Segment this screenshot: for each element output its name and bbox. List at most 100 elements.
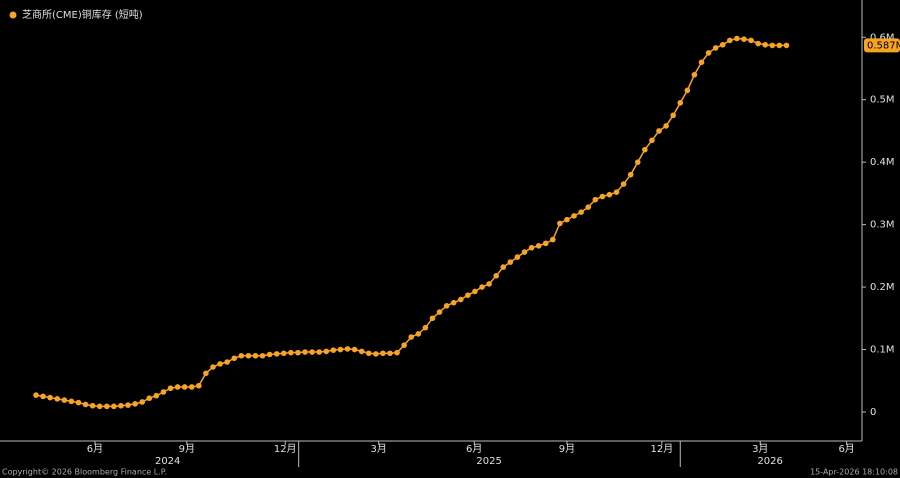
point [783,42,790,49]
point [599,193,606,200]
legend-label: 芝商所(CME)铜库存 (短吨) [22,8,143,21]
point [373,351,379,357]
point [479,284,485,290]
point [542,240,549,247]
point [252,352,259,359]
point [75,399,82,406]
point [387,350,393,357]
y-tick-label: 0 [870,407,876,418]
year-label: 2025 [476,456,501,467]
point [408,334,415,340]
point [309,349,315,355]
point [578,209,584,215]
point [401,342,407,348]
point [111,403,117,410]
point [196,382,202,389]
legend-dot [9,11,17,19]
point [719,41,726,48]
point [627,171,634,178]
last-value-label: 0.587M [867,40,900,51]
point [684,87,691,94]
point [734,35,740,42]
point [330,347,337,353]
point [450,299,457,306]
point [670,112,676,119]
point [606,191,613,198]
point [316,349,322,355]
point [443,303,450,309]
point [139,399,145,405]
point [712,45,719,51]
point [146,395,153,402]
x-tick-label: 6月 [838,443,854,455]
point [535,243,542,249]
point [663,123,669,129]
point [727,37,733,44]
y-tick-label: 0.4M [870,157,895,168]
point [698,59,705,66]
x-tick-label: 9月 [559,443,575,455]
x-tick-label: 9月 [179,443,195,455]
point [61,397,68,403]
point [592,196,599,203]
point [302,349,308,355]
x-tick-label: 12月 [274,443,297,455]
point [259,352,266,359]
point [613,189,620,195]
point [288,349,294,356]
point [585,204,592,210]
point [295,349,301,356]
point [231,355,238,362]
point [436,309,443,315]
point [755,40,761,47]
point [571,213,577,219]
point [550,236,556,243]
point [337,346,344,353]
point [486,281,492,287]
y-tick-label: 0.5M [870,95,895,106]
point [422,324,429,331]
point [394,349,400,356]
point [40,393,46,400]
point [217,361,223,367]
point [465,292,471,298]
point [167,385,174,392]
last-value-box [864,38,900,53]
point [634,159,641,165]
point [507,259,514,265]
point [521,249,528,255]
point [358,348,365,355]
point [188,384,195,390]
point [776,42,783,49]
point [174,384,181,390]
point [656,128,662,134]
point [280,350,287,357]
point [748,37,754,44]
point [132,401,138,407]
point [620,181,627,187]
point [89,402,96,409]
x-tick-label: 6月 [87,443,103,455]
footer-left: Copyright© 2026 Bloomberg Finance L.P. [2,468,167,477]
footer-right: 15-Apr-2026 18:10:08 [810,468,898,477]
point [125,402,131,408]
point [769,42,776,49]
point [642,146,648,153]
point [741,36,747,42]
point [82,401,89,408]
point [472,288,478,295]
y-tick-label: 0.2M [870,282,895,293]
point [677,100,684,106]
y-tick-label: 0.1M [870,345,895,356]
point [514,254,521,260]
point [210,364,216,370]
point [691,71,698,78]
point [500,264,507,270]
point [118,402,124,409]
y-tick-label: 0.6M [870,32,895,43]
x-tick-label: 6月 [466,443,482,455]
line [35,37,787,408]
point [68,398,75,405]
point [457,296,464,303]
